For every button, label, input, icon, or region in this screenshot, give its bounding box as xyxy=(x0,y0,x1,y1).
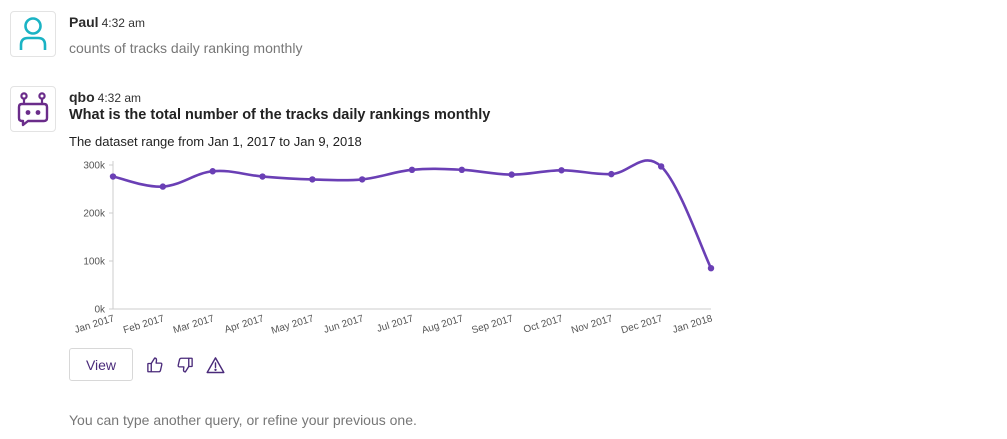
data-point[interactable] xyxy=(508,171,515,178)
x-tick-label: Sep 2017 xyxy=(470,313,515,336)
y-tick-label: 100k xyxy=(83,257,106,268)
data-point[interactable] xyxy=(259,173,266,180)
x-tick-label: Dec 2017 xyxy=(620,313,665,336)
warning-icon xyxy=(205,357,225,374)
x-tick-label: Feb 2017 xyxy=(122,313,166,336)
user-avatar xyxy=(10,11,56,57)
user-message-time: 4:32 am xyxy=(101,16,145,30)
user-name: Paul xyxy=(69,14,99,30)
robot-icon xyxy=(17,92,49,127)
thumbs-up-icon xyxy=(147,357,163,373)
thumbs-down-button[interactable] xyxy=(175,355,195,375)
report-issue-button[interactable] xyxy=(205,355,225,375)
user-message-header: Paul 4:32 am xyxy=(69,13,145,32)
data-point[interactable] xyxy=(657,163,665,170)
x-tick-label: Aug 2017 xyxy=(421,313,466,336)
x-tick-label: Apr 2017 xyxy=(223,313,265,336)
bot-avatar xyxy=(10,86,56,132)
x-tick-label: Jun 2017 xyxy=(322,313,365,336)
x-tick-label: Mar 2017 xyxy=(172,313,216,336)
y-tick-label: 300k xyxy=(83,161,106,172)
user-message-text: counts of tracks daily ranking monthly xyxy=(69,40,303,56)
data-point[interactable] xyxy=(358,176,366,183)
data-point[interactable] xyxy=(408,166,416,173)
bot-message-header: qbo 4:32 am xyxy=(69,88,141,107)
x-tick-label: Jan 2017 xyxy=(73,313,116,336)
data-point[interactable] xyxy=(707,265,715,272)
line-chart: 0k 100k 200k 300k Jan 2017 Feb 2017 Mar 2017 Ap… xyxy=(73,159,715,337)
x-tick-label: Jul 2017 xyxy=(376,313,416,335)
x-tick-label: Jan 2018 xyxy=(671,313,714,336)
data-point[interactable] xyxy=(608,170,615,178)
data-point[interactable] xyxy=(558,167,565,174)
thumbs-down-icon xyxy=(177,357,193,373)
bot-question: What is the total number of the tracks d… xyxy=(69,107,491,123)
bot-message-time: 4:32 am xyxy=(97,91,142,105)
x-tick-label: May 2017 xyxy=(270,313,316,336)
data-point[interactable] xyxy=(309,176,316,183)
dataset-range-text: The dataset range from Jan 1, 2017 to Ja… xyxy=(69,134,362,149)
x-tick-label: Oct 2017 xyxy=(522,313,564,336)
y-tick-label: 200k xyxy=(83,209,106,220)
view-button[interactable]: View xyxy=(69,348,133,381)
bot-name: qbo xyxy=(69,89,95,105)
series-line xyxy=(111,159,713,270)
x-tick-label: Nov 2017 xyxy=(570,313,615,336)
footer-hint: You can type another query, or refine yo… xyxy=(69,412,417,428)
data-point[interactable] xyxy=(458,166,466,173)
data-point[interactable] xyxy=(159,183,167,190)
user-icon xyxy=(19,17,47,50)
thumbs-up-button[interactable] xyxy=(145,355,165,375)
y-tick-label: 0k xyxy=(94,305,106,316)
data-point[interactable] xyxy=(109,173,117,180)
data-point[interactable] xyxy=(209,168,216,175)
